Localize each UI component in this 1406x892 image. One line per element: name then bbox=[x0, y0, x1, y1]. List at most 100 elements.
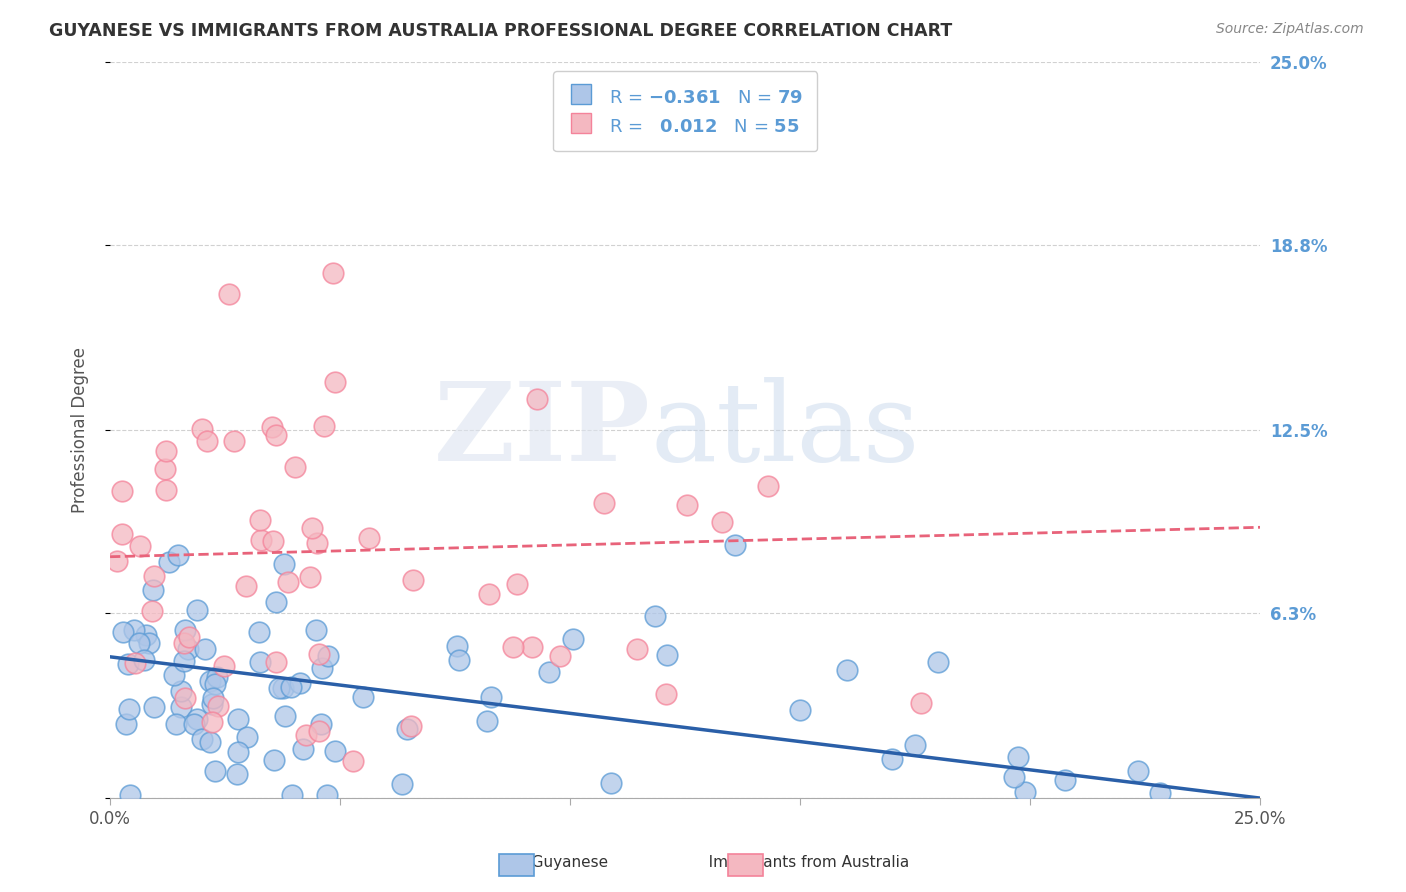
Point bbox=[201, 697, 224, 711]
Point bbox=[292, 741, 315, 756]
Point bbox=[301, 521, 323, 535]
Point bbox=[264, 428, 287, 442]
Point bbox=[111, 527, 134, 541]
Point bbox=[395, 722, 418, 736]
Point bbox=[904, 738, 927, 752]
Point bbox=[142, 582, 165, 597]
Point bbox=[352, 690, 374, 704]
Point bbox=[308, 647, 330, 661]
Point bbox=[290, 676, 312, 690]
Point bbox=[225, 767, 247, 781]
Point bbox=[198, 674, 221, 689]
Point bbox=[756, 479, 779, 493]
Point bbox=[157, 556, 180, 570]
Point bbox=[277, 574, 299, 589]
Point bbox=[204, 764, 226, 779]
Point bbox=[322, 266, 344, 280]
Point bbox=[143, 568, 166, 582]
Point bbox=[710, 515, 733, 529]
Point bbox=[201, 690, 224, 705]
Point bbox=[342, 754, 364, 768]
Point bbox=[183, 717, 205, 731]
Point bbox=[143, 700, 166, 714]
Point bbox=[478, 587, 501, 601]
Point bbox=[550, 648, 572, 663]
Point bbox=[927, 655, 949, 669]
Point bbox=[724, 538, 747, 552]
Point bbox=[117, 657, 139, 671]
Point bbox=[212, 658, 235, 673]
Point bbox=[537, 665, 560, 679]
Point bbox=[207, 698, 229, 713]
Point bbox=[167, 548, 190, 562]
Point bbox=[271, 681, 294, 696]
Text: Source: ZipAtlas.com: Source: ZipAtlas.com bbox=[1216, 22, 1364, 37]
Point bbox=[249, 656, 271, 670]
Point bbox=[218, 287, 240, 301]
Point bbox=[284, 459, 307, 474]
Point bbox=[323, 375, 346, 389]
Point bbox=[111, 625, 134, 640]
Point bbox=[269, 681, 291, 696]
Point bbox=[190, 732, 212, 747]
Point bbox=[135, 628, 157, 642]
Point bbox=[263, 753, 285, 767]
Point bbox=[205, 670, 228, 684]
Point bbox=[128, 635, 150, 649]
Point bbox=[177, 631, 200, 645]
Point bbox=[789, 702, 811, 716]
Y-axis label: Professional Degree: Professional Degree bbox=[72, 347, 89, 513]
Point bbox=[170, 700, 193, 714]
Point bbox=[186, 712, 208, 726]
Point bbox=[226, 745, 249, 759]
Point bbox=[197, 434, 219, 448]
Point bbox=[502, 640, 524, 655]
Point bbox=[169, 684, 191, 698]
Point bbox=[174, 623, 197, 637]
Point bbox=[298, 570, 321, 584]
Text: Immigrants from Australia: Immigrants from Australia bbox=[693, 855, 910, 870]
Point bbox=[475, 714, 498, 728]
Point bbox=[155, 444, 177, 458]
Point bbox=[305, 623, 328, 637]
Point bbox=[655, 648, 678, 662]
Point bbox=[163, 667, 186, 681]
Point bbox=[391, 777, 413, 791]
Point bbox=[266, 655, 288, 669]
Point bbox=[402, 573, 425, 587]
Point bbox=[262, 533, 284, 548]
Point bbox=[1149, 786, 1171, 800]
Point bbox=[191, 421, 214, 435]
Point bbox=[880, 752, 903, 766]
Text: atlas: atlas bbox=[651, 376, 921, 483]
Point bbox=[222, 434, 245, 448]
Point bbox=[226, 713, 249, 727]
Point bbox=[315, 788, 337, 802]
Point bbox=[173, 636, 195, 650]
Point bbox=[562, 632, 585, 646]
Point bbox=[138, 636, 160, 650]
Point bbox=[323, 744, 346, 758]
Point bbox=[105, 554, 128, 568]
Point bbox=[311, 717, 333, 731]
Point bbox=[118, 702, 141, 716]
Point bbox=[165, 717, 187, 731]
Point bbox=[111, 484, 134, 499]
Point bbox=[316, 648, 339, 663]
Point bbox=[910, 696, 932, 710]
Point bbox=[194, 641, 217, 656]
Point bbox=[446, 639, 468, 653]
Point bbox=[273, 557, 295, 571]
Point bbox=[118, 788, 141, 802]
Point bbox=[273, 708, 295, 723]
Point bbox=[676, 498, 699, 512]
Point bbox=[132, 653, 155, 667]
Point bbox=[114, 717, 136, 731]
Point bbox=[626, 642, 648, 657]
Point bbox=[505, 576, 527, 591]
Point bbox=[201, 715, 224, 730]
Point bbox=[264, 595, 287, 609]
Text: GUYANESE VS IMMIGRANTS FROM AUSTRALIA PROFESSIONAL DEGREE CORRELATION CHART: GUYANESE VS IMMIGRANTS FROM AUSTRALIA PR… bbox=[49, 22, 952, 40]
Point bbox=[124, 623, 146, 637]
Point bbox=[447, 652, 470, 666]
